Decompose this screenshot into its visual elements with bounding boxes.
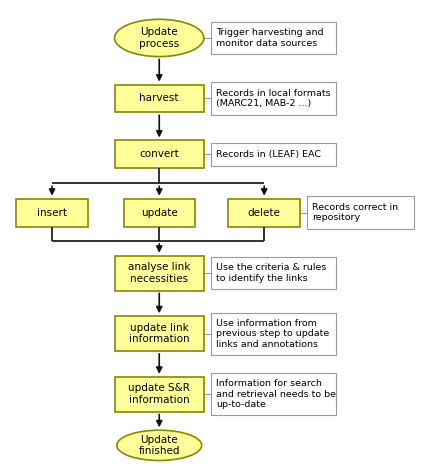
Text: update S&R
information: update S&R information xyxy=(128,383,190,405)
Text: delete: delete xyxy=(248,207,280,218)
Text: Use the criteria & rules
to identify the links: Use the criteria & rules to identify the… xyxy=(216,263,326,283)
Text: update: update xyxy=(141,207,177,218)
FancyBboxPatch shape xyxy=(16,198,88,226)
Ellipse shape xyxy=(117,430,202,460)
FancyBboxPatch shape xyxy=(211,373,336,415)
FancyBboxPatch shape xyxy=(306,196,414,229)
FancyBboxPatch shape xyxy=(211,312,336,354)
FancyBboxPatch shape xyxy=(115,85,204,113)
FancyBboxPatch shape xyxy=(211,82,336,115)
FancyBboxPatch shape xyxy=(211,21,336,54)
Text: Update
finished: Update finished xyxy=(138,435,180,456)
FancyBboxPatch shape xyxy=(115,316,204,351)
FancyBboxPatch shape xyxy=(228,198,300,226)
Text: convert: convert xyxy=(139,149,179,159)
FancyBboxPatch shape xyxy=(115,377,204,411)
Ellipse shape xyxy=(115,19,204,57)
Text: Use information from
previous step to update
links and annotations: Use information from previous step to up… xyxy=(216,318,329,348)
Text: update link
information: update link information xyxy=(129,323,190,344)
Text: harvest: harvest xyxy=(139,93,179,104)
FancyBboxPatch shape xyxy=(211,143,336,165)
Text: Information for search
and retrieval needs to be
up-to-date: Information for search and retrieval nee… xyxy=(216,379,336,409)
Text: Records correct in
repository: Records correct in repository xyxy=(312,203,398,222)
FancyBboxPatch shape xyxy=(115,255,204,290)
Text: Records in local formats
(MARC21, MAB-2 ...): Records in local formats (MARC21, MAB-2 … xyxy=(216,89,331,108)
Text: Trigger harvesting and
monitor data sources: Trigger harvesting and monitor data sour… xyxy=(216,28,323,48)
Text: insert: insert xyxy=(37,207,67,218)
Text: Update
process: Update process xyxy=(139,27,179,49)
Text: Records in (LEAF) EAC: Records in (LEAF) EAC xyxy=(216,150,321,159)
Text: analyse link
necessities: analyse link necessities xyxy=(128,262,190,284)
FancyBboxPatch shape xyxy=(115,141,204,168)
FancyBboxPatch shape xyxy=(124,198,195,226)
FancyBboxPatch shape xyxy=(211,257,336,290)
